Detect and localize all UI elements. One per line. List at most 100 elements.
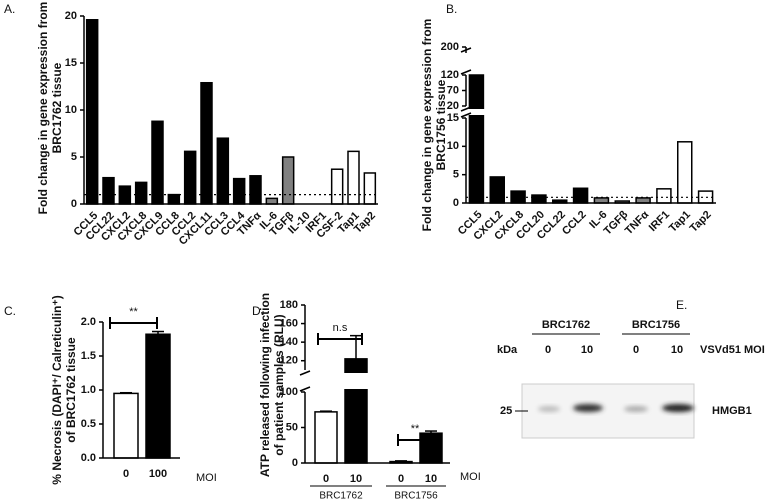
y-tick-label: 0 [71, 198, 77, 210]
x-tick-label: CCL2 [560, 209, 589, 238]
y-axis-title: BRC1756 tissue [434, 79, 448, 170]
x-tick-label: 0 [323, 473, 329, 485]
x-tick-label: TNFα [623, 209, 652, 238]
sig-label: ** [411, 423, 420, 435]
bar [85, 19, 99, 205]
sample-label: BRC1756 [632, 319, 680, 331]
bar [183, 150, 197, 205]
marker-label: 25 [500, 405, 512, 417]
band [662, 404, 694, 412]
sample-label: BRC1762 [542, 319, 590, 331]
treatment-label: VSVd51 MOI [700, 344, 765, 356]
y-tick-label: 0.0 [81, 452, 96, 464]
y-tick-label: 5 [71, 151, 77, 163]
y-tick-label: 180 [280, 299, 298, 311]
bar [677, 141, 693, 204]
band [538, 406, 560, 412]
bar [572, 187, 589, 204]
y-tick-label: 0 [453, 197, 459, 209]
x-tick-label: 0 [398, 473, 404, 485]
bar [145, 333, 171, 459]
axis-break [458, 50, 716, 72]
break-mark [460, 112, 472, 118]
bar [265, 197, 279, 205]
y-tick-label: 70 [447, 84, 459, 96]
panel-label: C. [4, 304, 16, 318]
lane-label: 0 [633, 344, 639, 356]
panel-label: E. [676, 298, 687, 312]
bar [468, 74, 485, 204]
x-tick-label: IRF1 [647, 209, 672, 234]
bar [363, 172, 377, 205]
bar [200, 81, 213, 205]
y-tick-label: 1.5 [81, 350, 96, 362]
break-mark [299, 370, 311, 376]
x-tick-label: 10 [350, 473, 362, 485]
panel-label: B. [446, 2, 457, 16]
axis-break [458, 109, 716, 115]
bar [249, 175, 262, 205]
band [624, 406, 648, 412]
x-tick-label: 10 [425, 473, 437, 485]
bar [232, 177, 246, 205]
bar [134, 181, 148, 205]
blot-panel: E. BRC1762 BRC1756 kDa 0 10 0 10 VSVd51 … [497, 298, 765, 439]
bar [656, 188, 672, 204]
y-tick-label: 20 [65, 10, 77, 22]
y-tick-label: 50 [286, 421, 298, 433]
protein-label: HMGB1 [712, 405, 752, 417]
x-tick-label: Tap1 [667, 209, 693, 235]
y-axis-title: BRC1762 tissue [50, 62, 64, 153]
lane-label: 0 [545, 344, 551, 356]
y-tick-label: 120 [441, 69, 459, 81]
y-tick-label: 20 [447, 100, 459, 112]
x-axis-title: MOI [460, 471, 481, 483]
y-axis-title: of BRC1762 tissue [64, 337, 78, 443]
y-tick-label: 10 [447, 140, 459, 152]
group-label: BRC1762 [319, 491, 363, 502]
sig-label: ** [129, 306, 138, 318]
break-mark [299, 386, 311, 392]
y-tick-label: 10 [65, 104, 77, 116]
y-axis-title: ATP released following infection [258, 293, 272, 477]
x-axis-title: MOI [196, 472, 217, 484]
y-tick-label: 5 [453, 169, 459, 181]
bar [281, 156, 295, 205]
y-tick-label: 100 [280, 386, 298, 398]
bar [151, 120, 164, 205]
bar [635, 197, 651, 204]
axis-break [297, 373, 450, 389]
y-tick-label: 1.0 [81, 384, 96, 396]
y-tick-label: 0 [292, 457, 298, 469]
y-axis-title: Fold change in gene expression from [420, 19, 434, 232]
sig-label: n.s [333, 322, 348, 334]
panel-label: D. [252, 304, 264, 318]
y-tick-label: 200 [441, 41, 459, 53]
y-axis-title: of patient samples (RLU) [272, 314, 286, 455]
y-tick-label: 140 [280, 336, 298, 348]
bar [697, 190, 714, 204]
lane-label: 10 [581, 344, 593, 356]
bar [347, 150, 360, 205]
bar [531, 194, 547, 204]
unit-label: kDa [497, 344, 518, 356]
y-axis-title: % Necrosis (DAPI⁺/ Calreticulin⁺) [50, 295, 64, 484]
y-axis-title: Fold change in gene expression from [36, 2, 50, 215]
bar [330, 168, 344, 205]
x-tick-label: 100 [149, 468, 167, 480]
y-tick-label: 160 [280, 317, 298, 329]
lane-label: 10 [671, 344, 683, 356]
bar [113, 392, 139, 459]
x-tick-label: 0 [123, 468, 129, 480]
break-mark [460, 106, 472, 112]
bar [167, 193, 181, 205]
y-tick-label: 120 [280, 355, 298, 367]
x-tick-label: Tap2 [688, 209, 714, 235]
bar [489, 176, 505, 204]
group-label: BRC1756 [394, 491, 438, 502]
panel-label: A. [4, 2, 15, 16]
y-tick-label: 2.0 [81, 316, 96, 328]
bar [216, 137, 230, 205]
y-tick-label: 15 [65, 57, 77, 69]
